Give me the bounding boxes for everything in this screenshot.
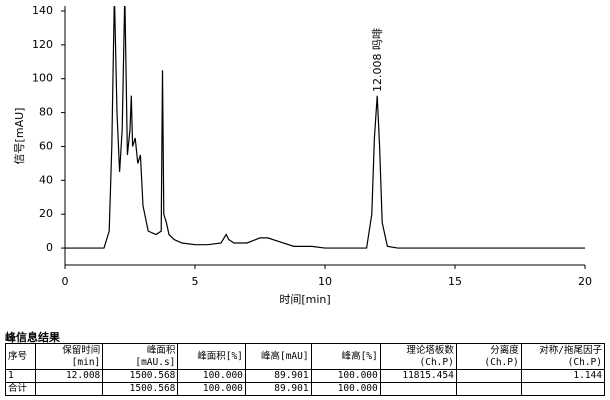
table-title: 峰信息结果 bbox=[5, 331, 60, 344]
x-tick-label: 20 bbox=[578, 275, 592, 288]
column-header: 对称/拖尾因子 (Ch.P) bbox=[520, 343, 606, 370]
x-tick-label: 0 bbox=[62, 275, 69, 288]
column-header: 理论塔板数 (Ch.P) bbox=[379, 343, 457, 370]
y-tick-label: 40 bbox=[39, 173, 53, 186]
table-cell: 合计 bbox=[5, 382, 36, 396]
y-tick-label: 20 bbox=[39, 207, 53, 220]
peak-table: 序号 保留时间 [min] 峰面积 [mAU.s] 峰面积[%] 峰高[mAU] 峰高[%… bbox=[5, 343, 606, 396]
table-cell: 100.000 bbox=[310, 382, 381, 396]
table-cell: 1500.568 bbox=[102, 382, 179, 396]
column-header: 序号 bbox=[5, 343, 36, 370]
y-tick-label: 100 bbox=[32, 72, 53, 85]
y-tick-label: 0 bbox=[46, 241, 53, 254]
table-cell: 89.901 bbox=[244, 369, 312, 383]
x-tick-label: 10 bbox=[318, 275, 332, 288]
table-cell: 12.008 bbox=[34, 369, 104, 383]
table-row: 合计 1500.568 100.000 89.901 100.000 bbox=[5, 382, 606, 396]
chart: 时间[min] 信号[mAU] 0 20 40 60 80 100 120 140 0 5 10 15… bbox=[13, 4, 592, 306]
column-header: 峰面积[%] bbox=[177, 343, 246, 370]
table-cell bbox=[455, 369, 522, 383]
peak-annotation: 12.008 吗啡 bbox=[371, 28, 384, 92]
x-tick-label: 5 bbox=[192, 275, 199, 288]
table-cell: 100.000 bbox=[177, 369, 246, 383]
table-cell: 11815.454 bbox=[379, 369, 457, 383]
table-cell bbox=[520, 382, 606, 396]
table-cell: 100.000 bbox=[310, 369, 381, 383]
table-cell: 89.901 bbox=[244, 382, 312, 396]
y-tick-label: 60 bbox=[39, 139, 53, 152]
y-axis-label: 信号[mAU] bbox=[13, 108, 26, 165]
column-header: 峰高[mAU] bbox=[244, 343, 312, 370]
table-cell: 100.000 bbox=[177, 382, 246, 396]
column-header: 峰高[%] bbox=[310, 343, 381, 370]
column-header: 保留时间 [min] bbox=[34, 343, 104, 370]
table-cell bbox=[379, 382, 457, 396]
y-tick-label: 120 bbox=[32, 38, 53, 51]
x-tick-label: 15 bbox=[448, 275, 462, 288]
signal-trace bbox=[65, 6, 585, 249]
x-axis-label: 时间[min] bbox=[279, 293, 330, 306]
table-cell bbox=[455, 382, 522, 396]
table-cell: 1500.568 bbox=[102, 369, 179, 383]
y-tick-label: 140 bbox=[32, 4, 53, 17]
table-cell: 1.144 bbox=[520, 369, 606, 383]
table-cell bbox=[34, 382, 104, 396]
column-header: 分离度 (Ch.P) bbox=[455, 343, 522, 370]
y-tick-label: 80 bbox=[39, 106, 53, 119]
table-row: 1 12.008 1500.568 100.000 89.901 100.000 11815… bbox=[5, 369, 606, 383]
column-header: 峰面积 [mAU.s] bbox=[102, 343, 179, 370]
table-cell: 1 bbox=[5, 369, 36, 383]
